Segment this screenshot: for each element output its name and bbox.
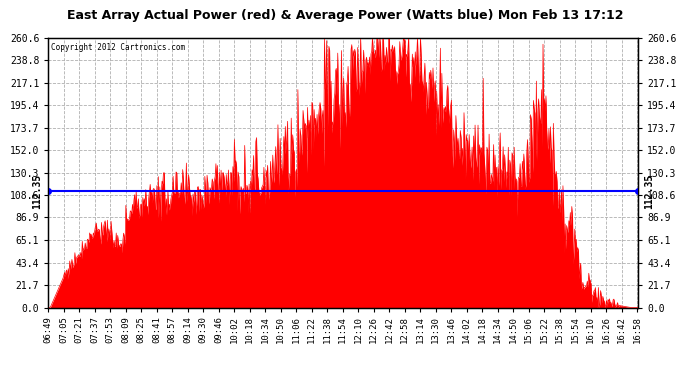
Text: East Array Actual Power (red) & Average Power (Watts blue) Mon Feb 13 17:12: East Array Actual Power (red) & Average … — [67, 9, 623, 22]
Text: 112.35: 112.35 — [644, 174, 654, 209]
Text: Copyright 2012 Cartronics.com: Copyright 2012 Cartronics.com — [51, 43, 186, 52]
Text: 112.35: 112.35 — [32, 174, 42, 209]
